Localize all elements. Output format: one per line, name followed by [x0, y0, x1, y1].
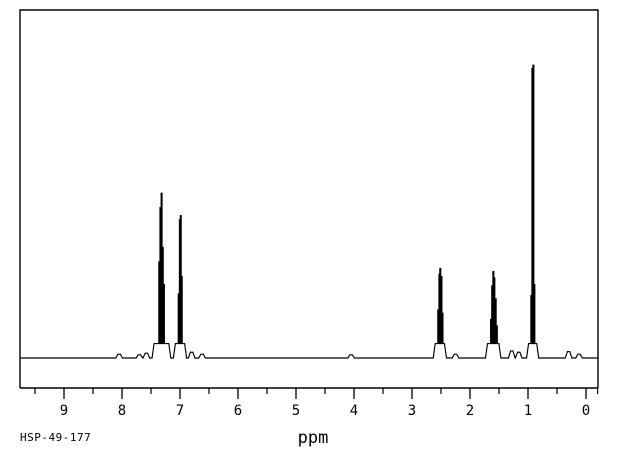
axis-tick-label: 1 [524, 403, 532, 419]
axis-tick-label: 2 [466, 403, 474, 419]
axis-tick-label: 5 [292, 403, 300, 419]
axis-tick-label: 3 [408, 403, 416, 419]
axis-tick-label: 4 [350, 403, 358, 419]
axis-tick-label: 7 [176, 403, 184, 419]
axis-tick-label: 9 [60, 403, 68, 419]
axis-title-ppm: ppm [298, 428, 329, 448]
plot-frame [19, 9, 599, 389]
axis-minor-ticks [34, 388, 599, 394]
axis-major-ticks [63, 388, 587, 399]
axis-tick-labels: 9 8 7 6 5 4 3 2 1 0 [60, 403, 590, 419]
axis-tick-label: 6 [234, 403, 242, 419]
spectrum-trace [20, 64, 598, 359]
axis-tick-label: 8 [118, 403, 126, 419]
sample-id-label: HSP-49-177 [20, 431, 91, 444]
axis-tick-label: 0 [582, 403, 590, 419]
